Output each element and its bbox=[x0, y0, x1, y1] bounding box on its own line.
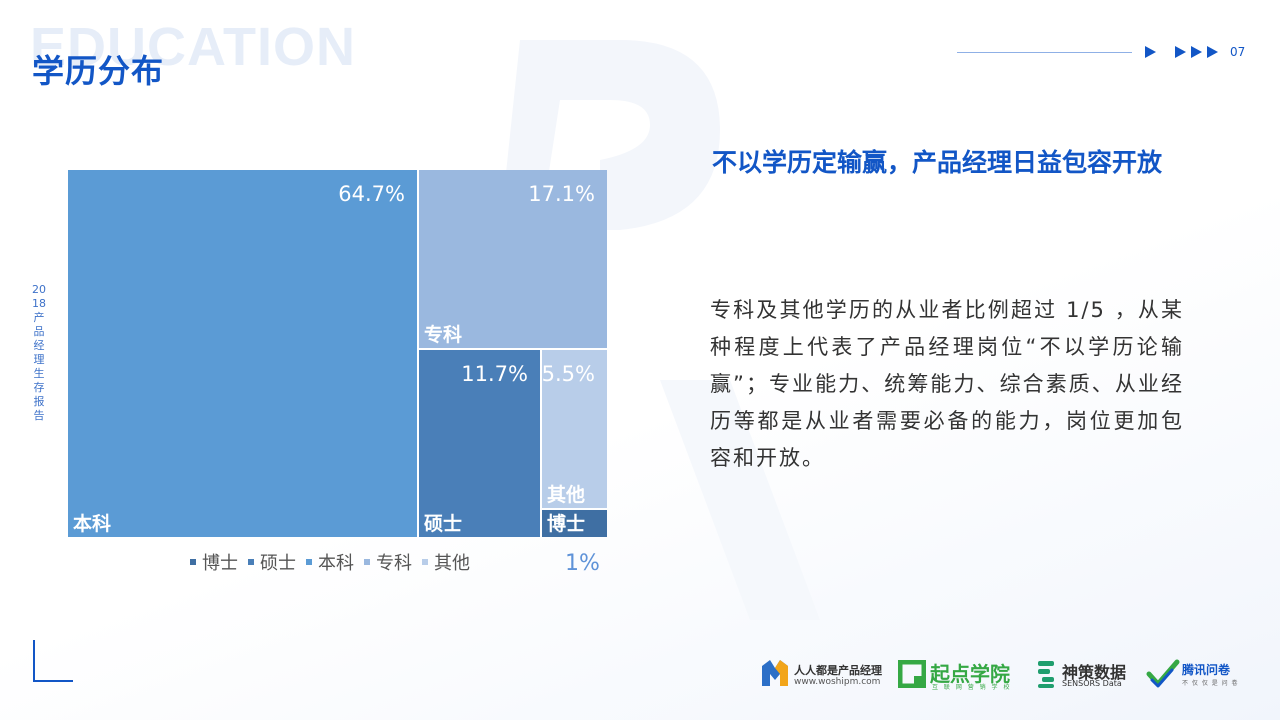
woshipm-logo-icon bbox=[762, 660, 788, 686]
legend-swatch bbox=[306, 559, 312, 565]
partner-logos: 人人都是产品经理 www.woshipm.com 起点学院 互 联 网 营 销 … bbox=[760, 656, 1260, 696]
header-rule bbox=[957, 52, 1132, 53]
legend-swatch bbox=[422, 559, 428, 565]
treemap-category-label: 其他 bbox=[547, 483, 585, 506]
tencent-wenjuan-logo-icon bbox=[1146, 659, 1180, 688]
qidian-logo-icon bbox=[898, 660, 926, 688]
treemap-category-label: 本科 bbox=[73, 512, 111, 535]
legend-item: 其他 bbox=[422, 549, 470, 575]
arrow-right-icon bbox=[1207, 46, 1218, 58]
logo-name: 人人都是产品经理 bbox=[794, 664, 882, 677]
logo-sensors: 神策数据 SENSORS Data bbox=[1036, 656, 1146, 696]
play-arrow-icon bbox=[1145, 46, 1156, 58]
treemap-cell bbox=[542, 510, 607, 537]
logo-tencent-wenjuan: 腾讯问卷 不 仅 仅 是 问 卷 bbox=[1146, 656, 1256, 696]
headline: 不以学历定输赢，产品经理日益包容开放 bbox=[712, 148, 1163, 177]
treemap-category-label: 博士 bbox=[547, 512, 585, 535]
sensors-logo-icon bbox=[1038, 661, 1054, 688]
logo-name: 起点学院 bbox=[930, 662, 1010, 686]
treemap-cell bbox=[419, 170, 607, 348]
treemap-category-label: 硕士 bbox=[424, 513, 462, 535]
treemap-cell bbox=[68, 170, 417, 537]
corner-decoration bbox=[33, 680, 73, 682]
treemap-cell bbox=[419, 350, 540, 537]
legend-item: 硕士 bbox=[248, 549, 296, 575]
legend-item: 博士 bbox=[190, 549, 238, 575]
body-paragraph: 专科及其他学历的从业者比例超过 1/5 ，从某种程度上代表了产品经理岗位“不以学… bbox=[710, 298, 1184, 470]
legend-label: 本科 bbox=[318, 553, 354, 574]
logo-qidian: 起点学院 互 联 网 营 销 学 校 bbox=[898, 656, 1028, 696]
chart-footnote: 1% bbox=[565, 551, 600, 576]
report-side-label: 2018产品经理生存报告 bbox=[32, 283, 46, 422]
treemap-cell bbox=[542, 350, 607, 508]
page-title: 学历分布 bbox=[32, 52, 165, 90]
page-number: 07 bbox=[1230, 45, 1246, 59]
legend-swatch bbox=[364, 559, 370, 565]
legend-item: 专科 bbox=[364, 549, 412, 575]
legend-item: 本科 bbox=[306, 549, 354, 575]
corner-decoration bbox=[33, 640, 35, 682]
logo-subtitle: www.woshipm.com bbox=[794, 677, 881, 687]
legend-swatch bbox=[190, 559, 196, 565]
logo-name: 神策数据 bbox=[1062, 663, 1127, 682]
logo-subtitle: 不 仅 仅 是 问 卷 bbox=[1182, 680, 1239, 687]
treemap-category-label: 专科 bbox=[424, 323, 462, 346]
treemap-value-label: 64.7% bbox=[338, 182, 405, 206]
treemap-value-label: 5.5% bbox=[542, 362, 595, 386]
logo-name: 腾讯问卷 bbox=[1182, 663, 1231, 677]
arrow-right-icon bbox=[1175, 46, 1186, 58]
logo-woshipm: 人人都是产品经理 www.woshipm.com bbox=[760, 656, 890, 696]
legend-label: 硕士 bbox=[260, 553, 296, 574]
arrow-right-icon bbox=[1191, 46, 1202, 58]
legend-label: 其他 bbox=[434, 553, 470, 574]
treemap-value-label: 17.1% bbox=[528, 182, 595, 206]
legend-swatch bbox=[248, 559, 254, 565]
logo-subtitle: SENSORS Data bbox=[1062, 679, 1122, 688]
chart-legend: 博士 硕士 本科 专科 其他 bbox=[190, 549, 520, 575]
treemap-value-label: 11.7% bbox=[461, 362, 528, 386]
watermark-text: EDUCATION bbox=[30, 17, 356, 77]
logo-subtitle: 互 联 网 营 销 学 校 bbox=[932, 684, 1012, 691]
legend-label: 专科 bbox=[376, 553, 412, 574]
legend-label: 博士 bbox=[202, 553, 238, 574]
